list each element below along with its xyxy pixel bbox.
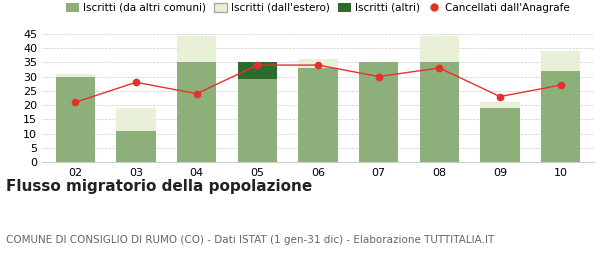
Bar — [541, 51, 580, 71]
Bar — [359, 62, 398, 162]
Bar — [419, 62, 459, 162]
Bar — [480, 102, 520, 108]
Bar — [541, 71, 580, 162]
Bar — [238, 80, 277, 162]
Bar — [480, 108, 520, 162]
Bar — [298, 59, 338, 68]
Bar — [116, 131, 156, 162]
Bar — [238, 65, 277, 80]
Bar — [56, 76, 95, 162]
Text: Flusso migratorio della popolazione: Flusso migratorio della popolazione — [6, 179, 312, 194]
Bar — [177, 36, 217, 62]
Bar — [56, 74, 95, 76]
Bar — [238, 62, 277, 80]
Legend: Iscritti (da altri comuni), Iscritti (dall'estero), Iscritti (altri), Cancellati: Iscritti (da altri comuni), Iscritti (da… — [67, 3, 569, 13]
Bar — [177, 62, 217, 162]
Bar — [419, 36, 459, 62]
Bar — [298, 68, 338, 162]
Bar — [116, 108, 156, 131]
Text: COMUNE DI CONSIGLIO DI RUMO (CO) - Dati ISTAT (1 gen-31 dic) - Elaborazione TUTT: COMUNE DI CONSIGLIO DI RUMO (CO) - Dati … — [6, 235, 494, 245]
